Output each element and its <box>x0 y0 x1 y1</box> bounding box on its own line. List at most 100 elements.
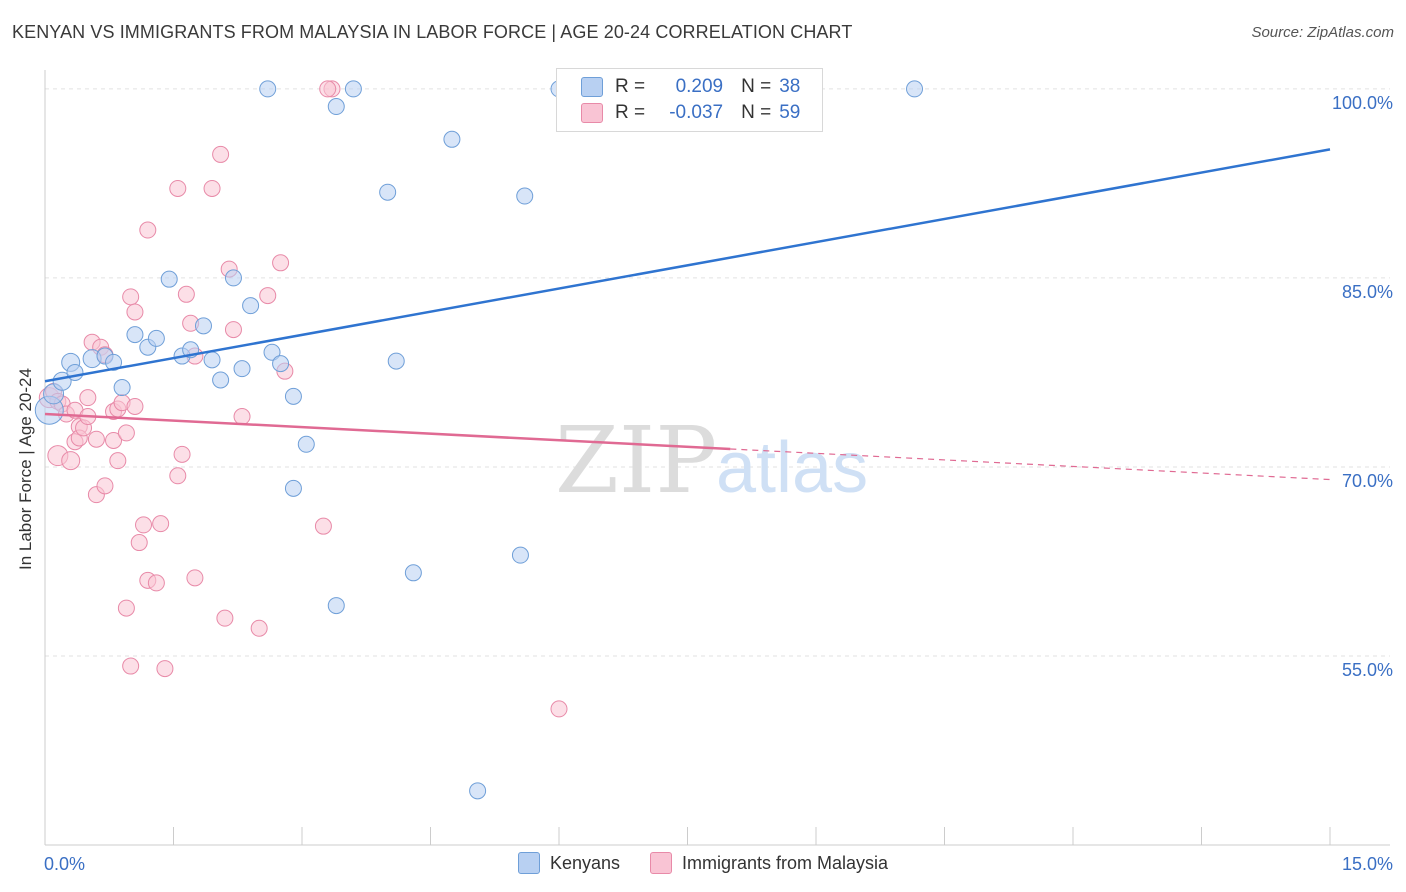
kenyan-point <box>511 546 529 564</box>
malaysia-trend-extension <box>730 448 1331 481</box>
malaysia-point <box>79 389 97 407</box>
chart-title: KENYAN VS IMMIGRANTS FROM MALAYSIA IN LA… <box>12 22 853 42</box>
kenyans-points <box>34 80 924 800</box>
malaysia-point <box>259 287 277 305</box>
kenyan-point <box>233 360 251 378</box>
kenyan-point <box>105 353 123 371</box>
malaysia-point <box>224 321 242 339</box>
axes <box>44 70 1390 846</box>
malaysia-point <box>152 515 170 533</box>
kenyan-point <box>327 98 345 116</box>
malaysia-point <box>550 700 568 718</box>
kenyan-point <box>212 371 230 389</box>
malaysia-point <box>61 451 81 471</box>
malaysia-point <box>177 285 195 303</box>
kenyan-point <box>387 352 405 370</box>
x-tick-label: 0.0% <box>44 854 85 874</box>
malaysia-point <box>212 145 230 163</box>
malaysia-point <box>135 516 153 534</box>
kenyan-point <box>203 351 221 369</box>
series-label-malaysia: Immigrants from Malaysia <box>682 852 889 873</box>
kenyan-point <box>443 130 461 148</box>
y-tick-labels: 100.0% 85.0% 70.0% 55.0% <box>1332 93 1393 680</box>
malaysia-point <box>122 657 140 675</box>
series-legend-kenyans[interactable]: Kenyans <box>517 852 620 874</box>
series-legend: Kenyans Immigrants from Malaysia <box>0 852 1406 874</box>
chart-source: Source: ZipAtlas.com <box>1251 24 1394 41</box>
legend-r-value: -0.037 <box>669 102 724 123</box>
series-swatch-kenyans <box>517 852 540 874</box>
malaysia-point <box>117 424 135 442</box>
kenyan-point <box>906 80 924 98</box>
malaysia-point <box>126 303 144 321</box>
legend-row-kenyans: R = 0.209 N = 38 <box>581 75 800 99</box>
legend-n-value: 38 <box>779 76 801 97</box>
malaysia-point <box>233 408 251 426</box>
malaysia-point <box>314 517 332 535</box>
kenyan-point <box>147 329 165 347</box>
kenyan-point <box>379 183 397 201</box>
kenyan-point <box>242 297 260 315</box>
kenyan-point <box>516 187 534 205</box>
correlation-legend: R = 0.209 N = 38 R = -0.037 N = 59 <box>556 68 823 132</box>
watermark-zip: ZIP <box>555 407 717 514</box>
legend-row-malaysia: R = -0.037 N = 59 <box>581 101 800 125</box>
series-swatch-malaysia <box>650 852 672 874</box>
legend-n-label: N = <box>741 76 772 97</box>
malaysia-point <box>126 397 144 415</box>
series-legend-malaysia[interactable]: Immigrants from Malaysia <box>650 852 888 874</box>
malaysia-point <box>173 445 191 463</box>
malaysia-point <box>139 221 157 239</box>
kenyans-trend-line <box>44 148 1331 383</box>
kenyan-point <box>113 379 131 397</box>
malaysia-point <box>156 660 174 678</box>
kenyan-point <box>327 597 345 615</box>
y-tick-label: 55.0% <box>1342 660 1393 680</box>
kenyan-point <box>404 564 422 582</box>
malaysia-point <box>216 609 234 627</box>
malaysia-point <box>250 619 268 637</box>
legend-n-value: 59 <box>779 102 801 123</box>
kenyan-point <box>224 269 242 287</box>
kenyan-point <box>160 270 178 288</box>
legend-swatch-malaysia <box>581 103 603 123</box>
malaysia-point <box>319 80 337 98</box>
malaysia-point <box>147 574 165 592</box>
legend-swatch-kenyans <box>581 77 603 97</box>
malaysia-point <box>169 179 187 197</box>
malaysia-point <box>96 477 114 495</box>
malaysia-points <box>38 80 568 718</box>
malaysia-trend-line <box>44 412 731 451</box>
watermark: ZIP atlas <box>555 407 868 514</box>
malaysia-point <box>130 534 148 552</box>
malaysia-point <box>203 179 221 197</box>
legend-r-label: R = <box>615 76 646 97</box>
legend-r-value: 0.209 <box>675 76 724 97</box>
malaysia-point <box>186 569 204 587</box>
malaysia-point <box>122 288 140 306</box>
malaysia-point <box>272 254 290 272</box>
watermark-atlas: atlas <box>716 428 868 508</box>
y-tick-label: 70.0% <box>1342 471 1393 491</box>
malaysia-point <box>109 452 127 470</box>
kenyan-point <box>344 80 362 98</box>
malaysia-point <box>87 430 105 448</box>
legend-n-label: N = <box>741 102 772 123</box>
x-tick-labels: 0.0% 15.0% <box>44 854 1393 874</box>
kenyan-point <box>284 387 302 405</box>
malaysia-point <box>169 467 187 485</box>
kenyan-point <box>259 80 277 98</box>
kenyan-point <box>469 782 487 800</box>
kenyan-point <box>126 326 144 344</box>
malaysia-point <box>105 431 123 449</box>
kenyan-point <box>297 435 315 453</box>
kenyan-point <box>194 317 212 335</box>
kenyan-point <box>263 343 281 361</box>
trend-lines <box>44 148 1331 481</box>
legend-r-label: R = <box>615 102 646 123</box>
kenyan-point <box>272 355 290 373</box>
malaysia-point <box>117 599 135 617</box>
y-tick-label: 85.0% <box>1342 282 1393 302</box>
x-tick-label: 15.0% <box>1342 854 1393 874</box>
